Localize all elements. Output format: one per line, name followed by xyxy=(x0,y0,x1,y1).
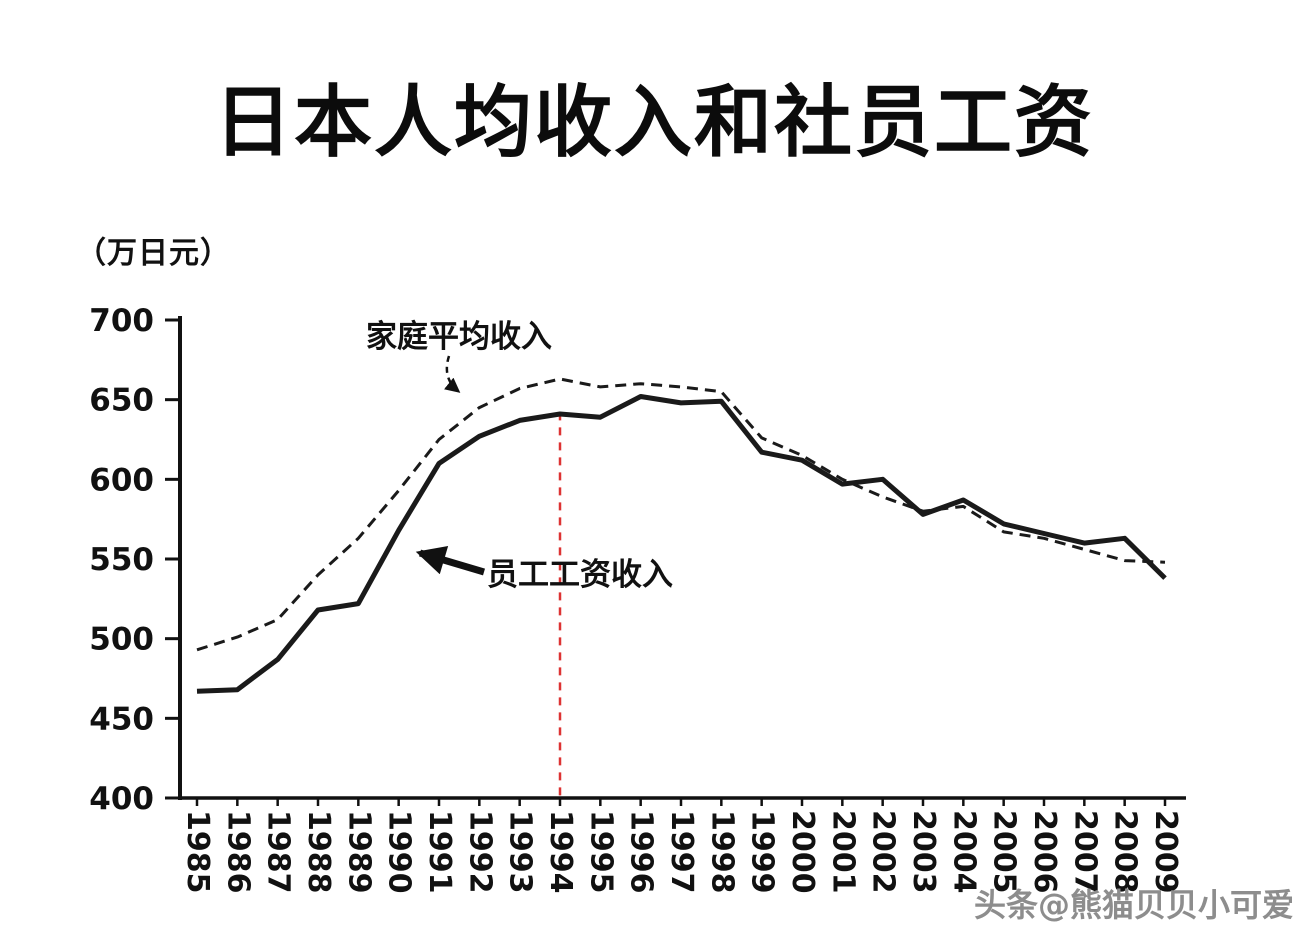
y-tick-label: 600 xyxy=(89,462,154,498)
y-tick-label: 550 xyxy=(89,542,154,578)
x-tick-label: 1994 xyxy=(543,810,578,894)
x-tick-label: 2009 xyxy=(1148,810,1183,894)
x-tick-label: 2004 xyxy=(946,810,981,893)
x-tick-label: 1998 xyxy=(704,810,739,894)
x-tick-label: 2005 xyxy=(987,810,1022,894)
x-tick-label: 1987 xyxy=(261,810,296,894)
series-employee-wage-income xyxy=(196,394,1167,694)
x-tick-label: 2002 xyxy=(866,810,901,894)
x-tick-label: 1999 xyxy=(745,810,780,894)
x-tick-label: 1997 xyxy=(664,810,699,894)
x-tick-label: 2007 xyxy=(1067,810,1102,894)
x-tick-label: 2000 xyxy=(785,810,820,894)
annotation-arrow-employee xyxy=(415,546,485,576)
y-tick-label: 650 xyxy=(89,383,154,419)
x-tick-label: 2003 xyxy=(906,810,941,894)
annotation-arrow-household xyxy=(443,355,461,393)
series-household-average-income xyxy=(196,377,1166,652)
x-tick-label: 1991 xyxy=(422,810,457,894)
x-tick-label: 1995 xyxy=(583,810,618,894)
y-tick-label: 450 xyxy=(89,701,154,737)
x-tick-label: 2001 xyxy=(825,810,860,894)
watermark: 头条@熊猫贝贝小可爱 xyxy=(973,886,1294,924)
x-tick-label: 1992 xyxy=(462,810,497,894)
x-tick-label: 1986 xyxy=(220,810,255,894)
x-tick-label: 1996 xyxy=(624,810,659,894)
y-tick-label: 700 xyxy=(89,303,154,339)
y-tick-label: 500 xyxy=(89,622,154,658)
x-tick-label: 2006 xyxy=(1027,810,1062,894)
chart-title: 日本人均收入和社员工资 xyxy=(213,78,1094,168)
annotation-employee-wage-label: 员工工资收入 xyxy=(487,557,673,593)
annotation-household-income-label: 家庭平均收入 xyxy=(366,319,552,355)
x-tick-label: 2008 xyxy=(1108,810,1143,894)
plot-root: 400 450 500 550 600 650 700 1985 1986 1987 1988 198… xyxy=(89,303,1186,894)
y-axis-unit-label: （万日元） xyxy=(76,236,231,271)
x-tick-label: 1993 xyxy=(503,810,538,894)
y-tick-label: 400 xyxy=(89,781,154,817)
x-tick-label: 1988 xyxy=(301,810,336,894)
x-tick-label: 1989 xyxy=(341,810,376,894)
x-tick-label: 1985 xyxy=(180,810,215,894)
x-tick-label: 1990 xyxy=(382,810,417,894)
